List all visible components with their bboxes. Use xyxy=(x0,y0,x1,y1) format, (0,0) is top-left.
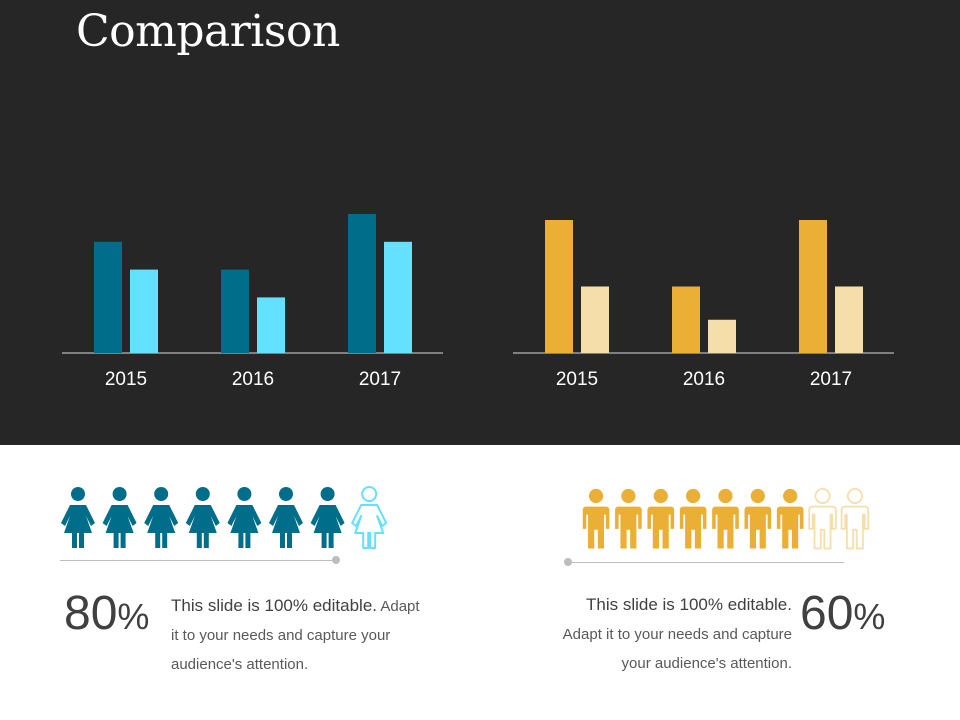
right-tick-label-2017: 2017 xyxy=(810,369,852,390)
right-percentage-symbol: % xyxy=(853,596,886,637)
right-bar-2015-series-2 xyxy=(581,286,609,353)
right-tick-label-2015: 2015 xyxy=(556,369,598,390)
right-tick-label-2016: 2016 xyxy=(683,369,725,390)
slide-title: Comparison xyxy=(76,6,340,57)
right-bar-chart: 2015 2016 2017 xyxy=(513,220,894,390)
left-description-line2: it to your needs and capture your xyxy=(171,627,391,644)
male-person-icon xyxy=(679,488,707,549)
right-progress-slider-handle[interactable] xyxy=(564,558,572,566)
male-person-icon xyxy=(712,488,739,549)
right-bar-2016-series-1 xyxy=(672,286,700,353)
right-percentage: 60% xyxy=(800,590,885,638)
right-percentage-number: 60 xyxy=(800,587,854,640)
male-person-icon xyxy=(744,488,772,549)
female-person-icon xyxy=(185,487,220,548)
female-person-icon xyxy=(310,487,345,548)
left-bar-2017-series-1 xyxy=(348,214,376,353)
male-person-icon xyxy=(615,488,642,549)
female-person-icon xyxy=(227,487,262,548)
male-person-icon xyxy=(582,488,610,549)
female-person-icon xyxy=(144,487,179,548)
right-bar-2016-series-2 xyxy=(708,319,736,353)
left-tick-label-2015: 2015 xyxy=(105,369,147,390)
female-person-icon xyxy=(102,487,137,548)
female-person-outline-icon xyxy=(351,486,388,549)
left-description-line1-rest: Adapt xyxy=(377,598,420,615)
left-percentage: 80% xyxy=(64,590,149,638)
left-progress-slider-track xyxy=(60,560,336,561)
right-description-line3: your audience's attention. xyxy=(621,655,792,672)
left-bar-2015-series-2 xyxy=(130,269,158,353)
left-description: This slide is 100% editable. Adapt it to… xyxy=(171,591,461,679)
left-description-lead: This slide is 100% editable. xyxy=(171,596,378,615)
left-description-line3: audience's attention. xyxy=(171,656,309,673)
left-progress-slider-handle[interactable] xyxy=(332,556,340,564)
female-person-icon xyxy=(61,487,95,548)
male-person-icon xyxy=(647,488,675,549)
left-bar-2016-series-1 xyxy=(221,269,249,353)
female-person-icon xyxy=(269,487,303,548)
left-bar-2017-series-2 xyxy=(384,241,412,353)
right-description: This slide is 100% editable. Adapt it to… xyxy=(540,590,792,678)
left-bar-2015-series-1 xyxy=(94,241,122,353)
female-people-icon-row xyxy=(61,486,388,549)
right-description-line2: Adapt it to your needs and capture xyxy=(562,626,792,643)
male-person-outline-icon xyxy=(840,488,870,550)
left-bar-2016-series-2 xyxy=(257,297,285,353)
right-description-lead: This slide is 100% editable. xyxy=(585,595,792,614)
left-bar-chart: 2015 2016 2017 xyxy=(62,214,443,390)
right-bar-2015-series-1 xyxy=(545,220,573,353)
male-person-icon xyxy=(776,488,804,549)
right-bar-2017-series-1 xyxy=(799,220,827,353)
left-tick-label-2016: 2016 xyxy=(232,369,274,390)
right-bar-2017-series-2 xyxy=(835,286,863,353)
left-tick-label-2017: 2017 xyxy=(359,369,401,390)
male-people-icon-row xyxy=(582,488,870,550)
right-progress-slider-track xyxy=(568,562,844,563)
left-percentage-symbol: % xyxy=(117,596,150,637)
male-person-outline-icon xyxy=(808,488,837,550)
left-percentage-number: 80 xyxy=(64,587,118,640)
